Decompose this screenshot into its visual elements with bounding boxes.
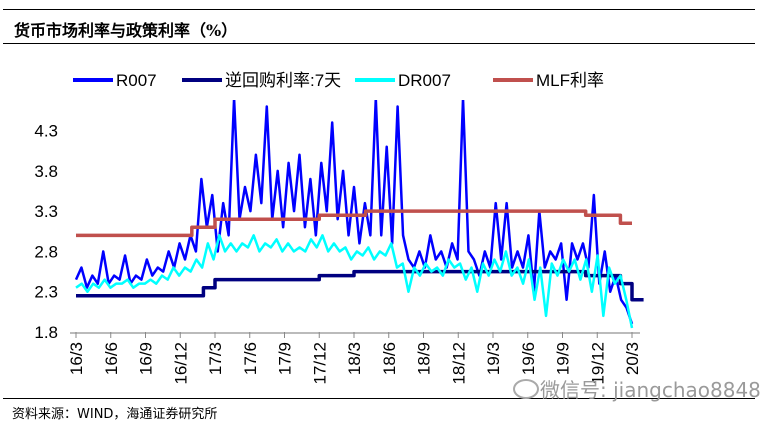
x-tick-label: 18/12 — [449, 342, 468, 385]
watermark: 微信号: jiangchao8848 — [540, 378, 761, 402]
series-line-3 — [76, 209, 632, 238]
x-tick-label: 16/6 — [102, 342, 121, 375]
x-tick-label: 17/6 — [241, 342, 260, 375]
x-tick-label: 17/3 — [206, 342, 225, 375]
legend-label: DR007 — [398, 71, 451, 90]
page-title: 货币市场利率与政策利率（%） — [14, 21, 238, 40]
y-tick-label: 3.3 — [34, 202, 58, 221]
y-tick-label: 4.3 — [34, 122, 58, 141]
x-tick-label: 16/9 — [137, 342, 156, 375]
x-tick-label: 16/3 — [67, 342, 86, 375]
x-tick-label: 16/12 — [171, 342, 190, 385]
y-tick-label: 3.8 — [34, 162, 58, 181]
source-note: 资料来源：WIND，海通证券研究所 — [12, 407, 218, 422]
x-tick-label: 20/3 — [623, 342, 642, 375]
y-tick-label: 2.8 — [34, 242, 58, 261]
series-line-1 — [76, 269, 644, 302]
footer-rule — [3, 398, 755, 399]
x-tick-label: 18/9 — [415, 342, 434, 375]
legend-label: MLF利率 — [536, 71, 604, 90]
title-bottom-rule — [3, 43, 755, 44]
x-tick-label: 17/12 — [310, 342, 329, 385]
legend-label: R007 — [116, 71, 157, 90]
title-top-rule — [3, 9, 755, 10]
y-tick-label: 2.3 — [34, 283, 58, 302]
x-tick-label: 19/12 — [588, 342, 607, 385]
x-tick-label: 19/9 — [554, 342, 573, 375]
y-tick-label: 1.8 — [34, 323, 58, 342]
x-tick-label: 17/9 — [276, 342, 295, 375]
x-tick-label: 19/6 — [519, 342, 538, 375]
x-tick-label: 18/6 — [380, 342, 399, 375]
x-tick-label: 18/3 — [345, 342, 364, 375]
series-line-2 — [75, 234, 634, 329]
wechat-icon — [513, 379, 539, 399]
legend-label: 逆回购利率:7天 — [225, 71, 341, 90]
x-tick-label: 19/3 — [484, 342, 503, 375]
